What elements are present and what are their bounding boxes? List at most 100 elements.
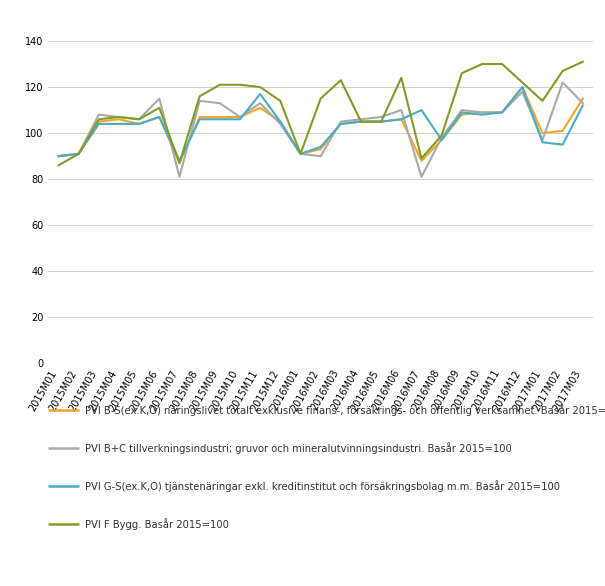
PVI G-S(ex.K,O) tjänstenäringar exkl. kreditinstitut och försäkringsbolag m.m. Basår 2015=100 — [55, 152, 62, 159]
PVI B-S(ex.K,O) näringslivet totalt exklusive finans-, försäkrings- och offentlig verksamhet. Basår 2015=100 — [458, 111, 465, 118]
PVI G-S(ex.K,O) tjänstenäringar exkl. kreditinstitut och försäkringsbolag m.m. Basår 2015=100 — [136, 120, 143, 127]
PVI B+C tillverkningsindustri; gruvor och mineralutvinningsindustri. Basår 2015=100 — [237, 114, 244, 121]
PVI G-S(ex.K,O) tjänstenäringar exkl. kreditinstitut och försäkringsbolag m.m. Basår 2015=100 — [358, 118, 365, 125]
PVI B-S(ex.K,O) näringslivet totalt exklusive finans-, försäkrings- och offentlig verksamhet. Basår 2015=100 — [95, 118, 102, 125]
PVI G-S(ex.K,O) tjänstenäringar exkl. kreditinstitut och försäkringsbolag m.m. Basår 2015=100 — [317, 144, 324, 151]
PVI G-S(ex.K,O) tjänstenäringar exkl. kreditinstitut och försäkringsbolag m.m. Basår 2015=100 — [176, 157, 183, 164]
PVI B-S(ex.K,O) näringslivet totalt exklusive finans-, försäkrings- och offentlig verksamhet. Basår 2015=100 — [116, 116, 123, 123]
PVI G-S(ex.K,O) tjänstenäringar exkl. kreditinstitut och försäkringsbolag m.m. Basår 2015=100 — [397, 116, 405, 123]
PVI B+C tillverkningsindustri; gruvor och mineralutvinningsindustri. Basår 2015=100 — [458, 107, 465, 114]
PVI F Bygg. Basår 2015=100 — [337, 77, 344, 84]
PVI B-S(ex.K,O) näringslivet totalt exklusive finans-, försäkrings- och offentlig verksamhet. Basår 2015=100 — [418, 157, 425, 164]
PVI F Bygg. Basår 2015=100 — [479, 60, 486, 67]
PVI B+C tillverkningsindustri; gruvor och mineralutvinningsindustri. Basår 2015=100 — [136, 116, 143, 123]
PVI G-S(ex.K,O) tjänstenäringar exkl. kreditinstitut och försäkringsbolag m.m. Basår 2015=100 — [559, 141, 566, 148]
PVI F Bygg. Basår 2015=100 — [358, 118, 365, 125]
PVI B+C tillverkningsindustri; gruvor och mineralutvinningsindustri. Basår 2015=100 — [155, 95, 163, 102]
PVI F Bygg. Basår 2015=100 — [539, 97, 546, 104]
PVI G-S(ex.K,O) tjänstenäringar exkl. kreditinstitut och försäkringsbolag m.m. Basår 2015=100 — [216, 116, 223, 123]
PVI G-S(ex.K,O) tjänstenäringar exkl. kreditinstitut och försäkringsbolag m.m. Basår 2015=100 — [95, 120, 102, 127]
PVI B-S(ex.K,O) näringslivet totalt exklusive finans-, försäkrings- och offentlig verksamhet. Basår 2015=100 — [579, 95, 586, 102]
PVI B+C tillverkningsindustri; gruvor och mineralutvinningsindustri. Basår 2015=100 — [116, 114, 123, 121]
PVI F Bygg. Basår 2015=100 — [297, 150, 304, 157]
PVI G-S(ex.K,O) tjänstenäringar exkl. kreditinstitut och försäkringsbolag m.m. Basår 2015=100 — [378, 118, 385, 125]
PVI G-S(ex.K,O) tjänstenäringar exkl. kreditinstitut och försäkringsbolag m.m. Basår 2015=100 — [499, 109, 506, 116]
PVI B+C tillverkningsindustri; gruvor och mineralutvinningsindustri. Basår 2015=100 — [55, 152, 62, 159]
PVI G-S(ex.K,O) tjänstenäringar exkl. kreditinstitut och försäkringsbolag m.m. Basår 2015=100 — [479, 111, 486, 118]
PVI B-S(ex.K,O) näringslivet totalt exklusive finans-, försäkrings- och offentlig verksamhet. Basår 2015=100 — [55, 152, 62, 159]
PVI F Bygg. Basår 2015=100 — [378, 118, 385, 125]
PVI B+C tillverkningsindustri; gruvor och mineralutvinningsindustri. Basår 2015=100 — [276, 120, 284, 127]
PVI F Bygg. Basår 2015=100 — [499, 60, 506, 67]
PVI F Bygg. Basår 2015=100 — [518, 79, 526, 86]
PVI F Bygg. Basår 2015=100 — [176, 159, 183, 166]
PVI F Bygg. Basår 2015=100 — [397, 74, 405, 81]
PVI G-S(ex.K,O) tjänstenäringar exkl. kreditinstitut och försäkringsbolag m.m. Basår 2015=100 — [276, 118, 284, 125]
Text: PVI B-S(ex.K,O) näringslivet totalt exklusive finans-, försäkrings- och offentli: PVI B-S(ex.K,O) näringslivet totalt exkl… — [85, 404, 605, 416]
PVI B+C tillverkningsindustri; gruvor och mineralutvinningsindustri. Basår 2015=100 — [216, 100, 223, 107]
PVI F Bygg. Basår 2015=100 — [116, 114, 123, 121]
PVI B+C tillverkningsindustri; gruvor och mineralutvinningsindustri. Basår 2015=100 — [397, 107, 405, 114]
PVI B-S(ex.K,O) näringslivet totalt exklusive finans-, försäkrings- och offentlig verksamhet. Basår 2015=100 — [438, 137, 445, 144]
PVI F Bygg. Basår 2015=100 — [257, 84, 264, 91]
PVI B-S(ex.K,O) näringslivet totalt exklusive finans-, försäkrings- och offentlig verksamhet. Basår 2015=100 — [317, 146, 324, 153]
PVI B-S(ex.K,O) näringslivet totalt exklusive finans-, försäkrings- och offentlig verksamhet. Basår 2015=100 — [216, 114, 223, 121]
PVI B+C tillverkningsindustri; gruvor och mineralutvinningsindustri. Basår 2015=100 — [337, 118, 344, 125]
PVI B+C tillverkningsindustri; gruvor och mineralutvinningsindustri. Basår 2015=100 — [579, 100, 586, 107]
Text: PVI B+C tillverkningsindustri; gruvor och mineralutvinningsindustri. Basår 2015=: PVI B+C tillverkningsindustri; gruvor oc… — [85, 442, 511, 454]
Line: PVI B+C tillverkningsindustri; gruvor och mineralutvinningsindustri. Basår 2015=100: PVI B+C tillverkningsindustri; gruvor oc… — [59, 83, 583, 177]
PVI B-S(ex.K,O) näringslivet totalt exklusive finans-, försäkrings- och offentlig verksamhet. Basår 2015=100 — [499, 109, 506, 116]
PVI B-S(ex.K,O) näringslivet totalt exklusive finans-, försäkrings- och offentlig verksamhet. Basår 2015=100 — [196, 114, 203, 121]
PVI F Bygg. Basår 2015=100 — [418, 155, 425, 162]
PVI F Bygg. Basår 2015=100 — [559, 67, 566, 74]
PVI B-S(ex.K,O) näringslivet totalt exklusive finans-, försäkrings- och offentlig verksamhet. Basår 2015=100 — [155, 114, 163, 121]
PVI G-S(ex.K,O) tjänstenäringar exkl. kreditinstitut och försäkringsbolag m.m. Basår 2015=100 — [438, 137, 445, 144]
PVI B+C tillverkningsindustri; gruvor och mineralutvinningsindustri. Basår 2015=100 — [479, 109, 486, 116]
PVI B+C tillverkningsindustri; gruvor och mineralutvinningsindustri. Basår 2015=100 — [358, 116, 365, 123]
PVI B+C tillverkningsindustri; gruvor och mineralutvinningsindustri. Basår 2015=100 — [418, 173, 425, 180]
PVI G-S(ex.K,O) tjänstenäringar exkl. kreditinstitut och försäkringsbolag m.m. Basår 2015=100 — [297, 150, 304, 157]
PVI F Bygg. Basår 2015=100 — [237, 81, 244, 88]
PVI G-S(ex.K,O) tjänstenäringar exkl. kreditinstitut och försäkringsbolag m.m. Basår 2015=100 — [257, 90, 264, 97]
PVI F Bygg. Basår 2015=100 — [95, 116, 102, 123]
PVI G-S(ex.K,O) tjänstenäringar exkl. kreditinstitut och försäkringsbolag m.m. Basår 2015=100 — [458, 109, 465, 116]
PVI G-S(ex.K,O) tjänstenäringar exkl. kreditinstitut och försäkringsbolag m.m. Basår 2015=100 — [75, 150, 82, 157]
PVI B-S(ex.K,O) näringslivet totalt exklusive finans-, försäkrings- och offentlig verksamhet. Basår 2015=100 — [176, 159, 183, 166]
PVI B-S(ex.K,O) näringslivet totalt exklusive finans-, försäkrings- och offentlig verksamhet. Basår 2015=100 — [136, 120, 143, 127]
PVI F Bygg. Basår 2015=100 — [196, 93, 203, 100]
PVI B+C tillverkningsindustri; gruvor och mineralutvinningsindustri. Basår 2015=100 — [559, 79, 566, 86]
PVI B-S(ex.K,O) näringslivet totalt exklusive finans-, försäkrings- och offentlig verksamhet. Basår 2015=100 — [237, 114, 244, 121]
PVI F Bygg. Basår 2015=100 — [438, 132, 445, 139]
PVI B+C tillverkningsindustri; gruvor och mineralutvinningsindustri. Basår 2015=100 — [518, 88, 526, 95]
PVI G-S(ex.K,O) tjänstenäringar exkl. kreditinstitut och försäkringsbolag m.m. Basår 2015=100 — [196, 116, 203, 123]
PVI B-S(ex.K,O) näringslivet totalt exklusive finans-, försäkrings- och offentlig verksamhet. Basår 2015=100 — [518, 84, 526, 91]
PVI F Bygg. Basår 2015=100 — [317, 95, 324, 102]
PVI B-S(ex.K,O) näringslivet totalt exklusive finans-, försäkrings- och offentlig verksamhet. Basår 2015=100 — [479, 109, 486, 116]
PVI F Bygg. Basår 2015=100 — [155, 104, 163, 111]
PVI B-S(ex.K,O) näringslivet totalt exklusive finans-, försäkrings- och offentlig verksamhet. Basår 2015=100 — [297, 150, 304, 157]
PVI B+C tillverkningsindustri; gruvor och mineralutvinningsindustri. Basår 2015=100 — [499, 109, 506, 116]
PVI G-S(ex.K,O) tjänstenäringar exkl. kreditinstitut och försäkringsbolag m.m. Basår 2015=100 — [116, 120, 123, 127]
PVI B-S(ex.K,O) näringslivet totalt exklusive finans-, försäkrings- och offentlig verksamhet. Basår 2015=100 — [378, 118, 385, 125]
PVI B-S(ex.K,O) näringslivet totalt exklusive finans-, försäkrings- och offentlig verksamhet. Basår 2015=100 — [276, 118, 284, 125]
Text: PVI G-S(ex.K,O) tjänstenäringar exkl. kreditinstitut och försäkringsbolag m.m. B: PVI G-S(ex.K,O) tjänstenäringar exkl. kr… — [85, 481, 560, 492]
PVI B+C tillverkningsindustri; gruvor och mineralutvinningsindustri. Basår 2015=100 — [196, 97, 203, 104]
PVI F Bygg. Basår 2015=100 — [216, 81, 223, 88]
PVI B-S(ex.K,O) näringslivet totalt exklusive finans-, försäkrings- och offentlig verksamhet. Basår 2015=100 — [337, 120, 344, 127]
PVI B-S(ex.K,O) näringslivet totalt exklusive finans-, försäkrings- och offentlig verksamhet. Basår 2015=100 — [539, 130, 546, 137]
PVI B+C tillverkningsindustri; gruvor och mineralutvinningsindustri. Basår 2015=100 — [257, 100, 264, 107]
PVI B+C tillverkningsindustri; gruvor och mineralutvinningsindustri. Basår 2015=100 — [378, 114, 385, 121]
PVI B-S(ex.K,O) näringslivet totalt exklusive finans-, försäkrings- och offentlig verksamhet. Basår 2015=100 — [257, 104, 264, 111]
PVI B+C tillverkningsindustri; gruvor och mineralutvinningsindustri. Basår 2015=100 — [95, 111, 102, 118]
PVI F Bygg. Basår 2015=100 — [579, 58, 586, 65]
PVI F Bygg. Basår 2015=100 — [55, 162, 62, 169]
PVI G-S(ex.K,O) tjänstenäringar exkl. kreditinstitut och försäkringsbolag m.m. Basår 2015=100 — [539, 139, 546, 146]
PVI G-S(ex.K,O) tjänstenäringar exkl. kreditinstitut och försäkringsbolag m.m. Basår 2015=100 — [518, 84, 526, 91]
PVI G-S(ex.K,O) tjänstenäringar exkl. kreditinstitut och försäkringsbolag m.m. Basår 2015=100 — [418, 107, 425, 114]
PVI B+C tillverkningsindustri; gruvor och mineralutvinningsindustri. Basår 2015=100 — [438, 134, 445, 141]
PVI F Bygg. Basår 2015=100 — [276, 97, 284, 104]
PVI F Bygg. Basår 2015=100 — [75, 150, 82, 157]
PVI B+C tillverkningsindustri; gruvor och mineralutvinningsindustri. Basår 2015=100 — [297, 150, 304, 157]
PVI G-S(ex.K,O) tjänstenäringar exkl. kreditinstitut och försäkringsbolag m.m. Basår 2015=100 — [155, 114, 163, 121]
Line: PVI F Bygg. Basår 2015=100: PVI F Bygg. Basår 2015=100 — [59, 62, 583, 165]
